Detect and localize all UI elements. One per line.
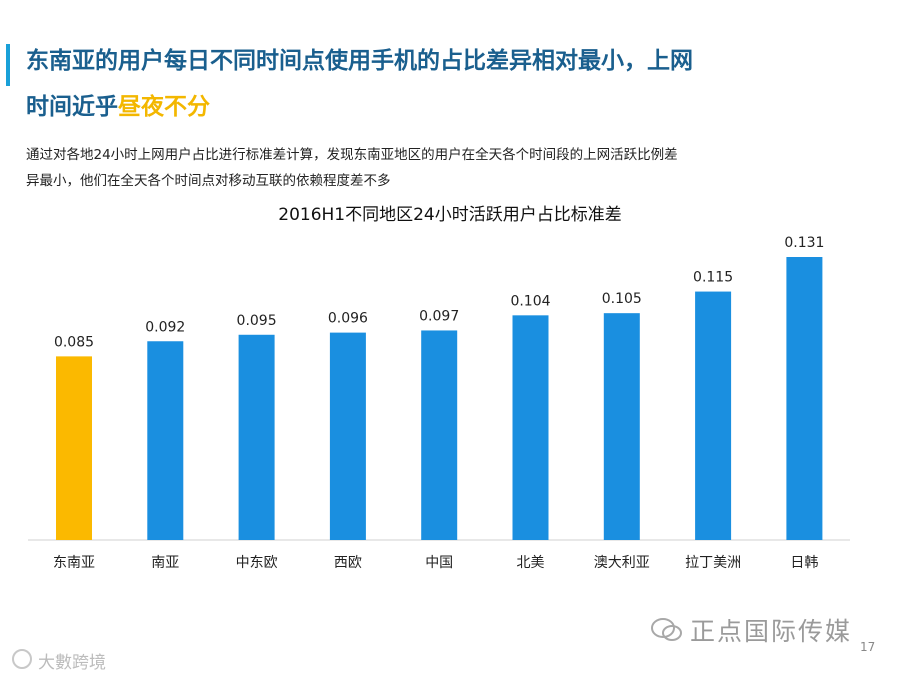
watermark-bottom-right: 正点国际传媒 [690,617,853,646]
category-label: 北美 [517,555,545,571]
bar [603,313,640,540]
bar-value-label: 0.131 [784,235,824,251]
bar [786,257,823,540]
bar-value-label: 0.105 [602,291,642,307]
bar [421,330,458,540]
bar-value-label: 0.115 [693,270,733,286]
bar [238,334,275,540]
bar-value-label: 0.085 [54,334,94,350]
page-number: 17 [860,640,876,654]
bar [512,315,549,540]
bar [695,291,732,540]
bar [56,356,92,540]
bar [329,332,366,540]
category-label: 拉丁美洲 [685,555,741,571]
bar-value-label: 0.096 [328,311,368,327]
bar-value-label: 0.097 [419,308,459,324]
slide-subtitle: 通过对各地24小时上网用户占比进行标准差计算，发现东南亚地区的用户在全天各个时间… [26,147,678,189]
bar-value-label: 0.092 [145,319,185,335]
category-label: 南亚 [151,555,179,571]
category-label: 中东欧 [236,555,278,571]
slide-title: 东南亚的用户每日不同时间点使用手机的占比差异相对最小，上网时间近乎昼夜不分 [26,38,706,130]
watermark-bottom-left: 大數跨境 [38,653,106,673]
category-label: 日韩 [790,555,818,571]
category-label: 中国 [425,555,453,571]
bar-value-label: 0.095 [237,313,277,329]
logo-icon [12,649,32,669]
category-label: 东南亚 [53,555,95,571]
chart-title: 2016H1不同地区24小时活跃用户占比标准差 [278,205,622,225]
title-main: 东南亚的用户每日不同时间点使用手机的占比差异相对最小，上网时间近乎 [26,48,693,120]
wechat-icon [651,618,682,641]
bar [147,341,184,540]
title-highlight: 昼夜不分 [118,94,210,120]
category-label: 西欧 [334,555,362,571]
category-label: 澳大利亚 [594,555,650,571]
title-accent-bar [6,44,10,86]
bar-value-label: 0.104 [510,293,550,309]
